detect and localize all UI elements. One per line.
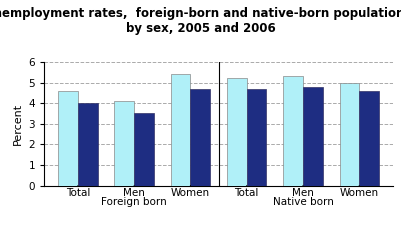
- Bar: [114, 101, 134, 186]
- Bar: [283, 76, 303, 186]
- Bar: [190, 89, 210, 186]
- Bar: [227, 78, 247, 186]
- Text: Native born: Native born: [273, 197, 333, 207]
- Bar: [340, 83, 359, 186]
- Text: Unemployment rates,  foreign-born and native-born populations,
by sex, 2005 and : Unemployment rates, foreign-born and nat…: [0, 7, 401, 35]
- Bar: [303, 87, 323, 186]
- Text: Foreign born: Foreign born: [101, 197, 167, 207]
- Bar: [247, 89, 266, 186]
- Y-axis label: Percent: Percent: [13, 103, 23, 145]
- Bar: [78, 103, 97, 186]
- Bar: [359, 91, 379, 186]
- Bar: [58, 91, 78, 186]
- Bar: [171, 74, 190, 186]
- Bar: [134, 114, 154, 186]
